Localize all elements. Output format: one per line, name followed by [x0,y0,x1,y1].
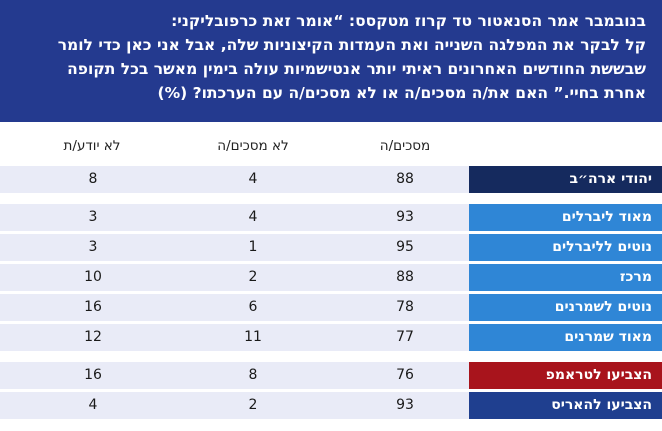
value-disagree: 4 [248,171,258,187]
row-label: נוטים לשמרנים [469,294,662,321]
value-disagree: 4 [248,209,258,225]
value-disagree: 1 [248,239,258,255]
row-label: מאוד שמרנים [469,324,662,351]
table-row: נוטים לליברלים 95 1 3 [0,234,662,261]
value-disagree: 11 [244,329,262,345]
value-agree: 78 [396,299,414,315]
column-header-agree: מסכים/ה [379,138,431,154]
value-dont-know: 8 [88,171,98,187]
row-label: הצביעו להאריס [469,392,662,419]
row-label: הצביעו לטראמפ [469,362,662,389]
value-disagree: 6 [248,299,258,315]
value-agree: 88 [396,171,414,187]
value-disagree: 2 [248,269,258,285]
value-dont-know: 10 [84,269,102,285]
value-dont-know: 12 [84,329,102,345]
table-row: מאוד ליברלים 93 4 3 [0,204,662,231]
question-line: אחרת בחיי.” האם את/ה מסכים/ה או לא מסכים… [157,84,647,102]
value-disagree: 2 [248,397,258,413]
row-label: נוטים לליברלים [469,234,662,261]
value-agree: 93 [396,209,414,225]
value-dont-know: 4 [88,397,98,413]
value-agree: 95 [396,239,414,255]
column-header-dont-know: לא יודע/ת [63,138,121,154]
table-row: מאוד שמרנים 77 11 12 [0,324,662,351]
question-line: בנובמבר אמר הסנאטור טד קרוז מטקסס: “אומר… [171,12,646,30]
table-row: נוטים לשמרנים 78 6 16 [0,294,662,321]
value-dont-know: 16 [84,367,102,383]
column-header-disagree: לא מסכים/ה [217,138,289,154]
question-line: שבששת החודשים האחרונים ראיתי יותר אנטישמ… [67,60,646,78]
value-dont-know: 16 [84,299,102,315]
question-header: בנובמבר אמר הסנאטור טד קרוז מטקסס: “אומר… [0,0,662,122]
table-row: יהודי ארה״ב 88 4 8 [0,166,662,193]
table-row: הצביעו להאריס 93 2 4 [0,392,662,419]
value-agree: 77 [396,329,414,345]
value-agree: 93 [396,397,414,413]
value-dont-know: 3 [88,239,98,255]
value-disagree: 8 [248,367,258,383]
value-agree: 88 [396,269,414,285]
row-label: מאוד ליברלים [469,204,662,231]
row-label: יהודי ארה״ב [469,166,662,193]
row-label: מרכז [469,264,662,291]
value-agree: 76 [396,367,414,383]
value-dont-know: 3 [88,209,98,225]
table-row: מרכז 88 2 10 [0,264,662,291]
table-row: הצביעו לטראמפ 76 8 16 [0,362,662,389]
question-line: קל לבקר את המפלגה השנייה ואת העמדות הקיצ… [57,36,646,54]
